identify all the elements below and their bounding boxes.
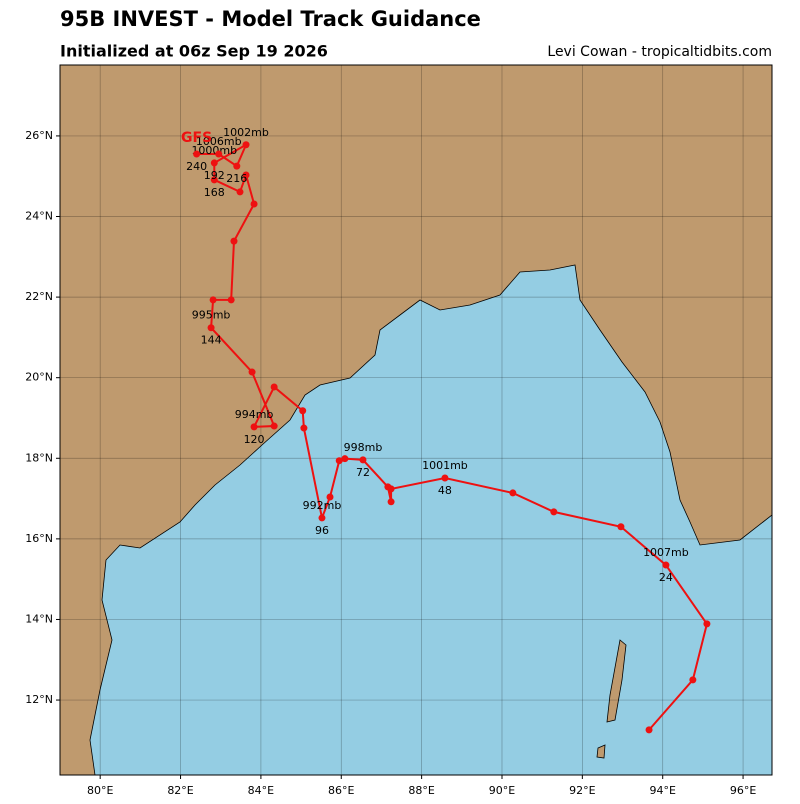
hour-label: 216 [226,172,247,185]
subtitle: Initialized at 06z Sep 19 2026 [60,42,328,61]
island [606,639,627,723]
frame [59,64,773,776]
y-tick-label: 16°N [25,532,53,545]
pressure-label: 1001mb [422,459,468,472]
hour-label: 240 [186,160,207,173]
hour-label: 144 [201,334,222,347]
x-tick-label: 90°E [489,784,515,797]
track-point [299,407,307,415]
island [596,744,606,759]
track-point [248,368,256,376]
track-point [341,455,349,463]
hour-label: 192 [204,169,225,182]
track-point [509,489,517,497]
track-point [207,324,215,332]
track-point [227,296,235,304]
track-point [703,620,711,628]
pressure-label: 1006mb [196,135,242,148]
track-point [210,176,218,184]
y-tick-label: 18°N [25,451,53,464]
credit: Levi Cowan - tropicaltidbits.com [547,44,772,60]
track-point [242,171,250,179]
pressure-label: 998mb [344,441,383,454]
ocean [89,264,772,775]
track-point [209,296,217,304]
track-point [250,200,258,208]
track-point [359,456,367,464]
pressure-label: 992mb [303,499,342,512]
hour-label: 168 [204,186,225,199]
pressure-label: 1002mb [223,126,269,139]
pressure-label: 995mb [192,309,231,322]
track-point [645,726,653,734]
x-tick-label: 94°E [649,784,675,797]
track: 1007mb 24 1001mb 48 998mb 72 992mb 96 994mb 120 99… [181,126,711,734]
ticks: 80°E 82°E 84°E 86°E 88°E 90°E 92°E 94°E 96°E 12°N… [25,129,756,797]
y-tick-label: 22°N [25,290,53,303]
track-point [662,561,670,569]
y-tick-label: 26°N [25,129,53,142]
track-point [384,483,392,491]
y-tick-label: 12°N [25,693,53,706]
hour-label: 96 [315,524,329,537]
track-point [215,150,223,158]
pressure-label: 1000mb [191,144,237,157]
map-area: 1007mb 24 1001mb 48 998mb 72 992mb 96 994mb 120 99… [60,65,772,775]
hour-label: 120 [244,433,265,446]
grid [60,65,772,775]
x-tick-label: 80°E [87,784,113,797]
x-tick-label: 92°E [569,784,595,797]
track-point [242,141,250,149]
track-point [270,422,278,430]
track-point [550,508,558,516]
x-tick-label: 86°E [328,784,354,797]
track-point [230,237,238,245]
hour-label: 24 [659,571,673,584]
title: 95B INVEST - Model Track Guidance [60,7,481,31]
track-point [387,498,395,506]
x-tick-label: 88°E [408,784,434,797]
track-point [233,162,241,170]
x-tick-label: 96°E [730,784,756,797]
track-point [689,676,697,684]
y-tick-label: 24°N [25,210,53,223]
x-tick-label: 84°E [248,784,274,797]
hour-label: 48 [438,484,452,497]
track-point [326,493,334,501]
track-point [335,457,343,465]
track-point [193,150,201,158]
track-point [318,514,326,522]
y-tick-label: 14°N [25,612,53,625]
x-tick-label: 82°E [167,784,193,797]
track-point [250,423,258,431]
track-point [236,188,244,196]
track-point [300,424,308,432]
hour-label: 72 [356,466,370,479]
track-point [210,159,218,167]
pressure-label: 1007mb [643,546,689,559]
track-point [270,383,278,391]
pressure-label: 994mb [235,408,274,421]
track-point [441,474,449,482]
track-point [617,523,625,531]
y-tick-label: 20°N [25,371,53,384]
model-label: GFS [181,130,212,146]
